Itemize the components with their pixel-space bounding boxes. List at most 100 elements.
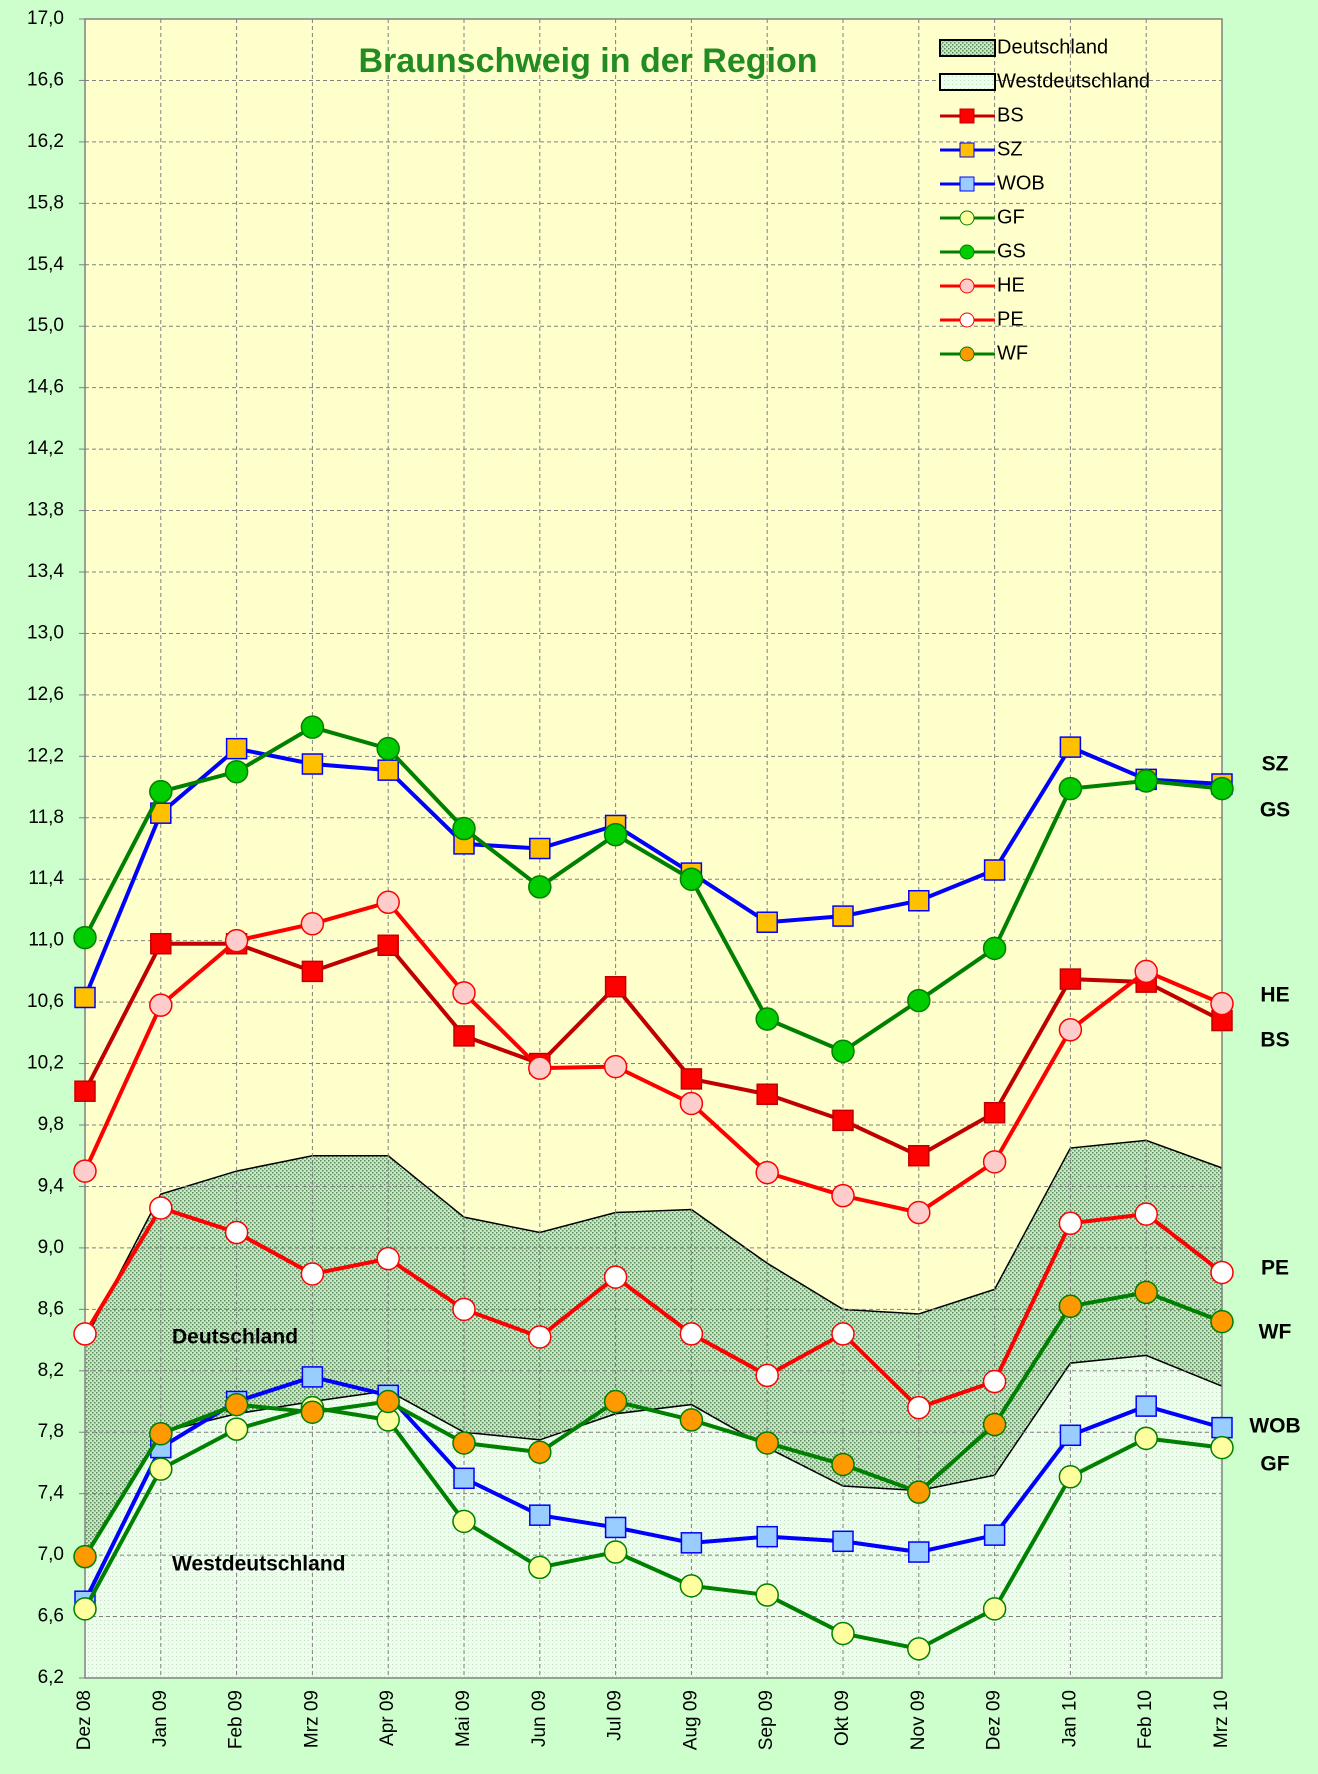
series-line	[83, 1374, 1223, 1603]
legend-swatch	[939, 73, 996, 91]
y-tick-label: 7,8	[38, 1421, 64, 1442]
marker	[376, 736, 400, 761]
marker	[1058, 1294, 1083, 1319]
marker	[528, 1440, 552, 1464]
marker	[983, 859, 1006, 881]
marker	[679, 1574, 704, 1598]
series-line	[83, 1290, 1223, 1558]
y-tick-label: 9,0	[38, 1237, 64, 1258]
marker	[832, 1109, 854, 1132]
marker	[679, 867, 704, 891]
x-tick-label: Dez 08	[74, 1690, 95, 1750]
marker	[1134, 1280, 1158, 1305]
series-line	[83, 941, 1223, 1158]
marker	[831, 1621, 855, 1646]
marker	[907, 1200, 931, 1225]
marker	[376, 890, 400, 915]
marker	[149, 993, 173, 1017]
marker	[73, 1159, 97, 1183]
marker	[528, 875, 552, 899]
x-tick-label: Okt 09	[832, 1690, 853, 1746]
marker	[224, 1417, 249, 1441]
marker	[982, 1412, 1007, 1437]
marker	[832, 1530, 854, 1553]
marker	[907, 1395, 931, 1420]
x-tick-label: Jun 09	[529, 1690, 550, 1747]
marker	[452, 1297, 476, 1322]
marker	[832, 905, 854, 927]
y-tick-label: 6,6	[38, 1606, 64, 1627]
series-line	[83, 1405, 1223, 1651]
marker	[603, 1389, 628, 1414]
marker	[680, 1532, 703, 1554]
y-tick-label: 10,6	[27, 991, 64, 1012]
marker	[604, 976, 627, 998]
marker	[224, 928, 249, 953]
marker	[452, 816, 476, 841]
y-tick-label: 13,0	[27, 622, 64, 643]
marker	[149, 779, 173, 804]
marker	[679, 1091, 704, 1116]
marker	[529, 1504, 551, 1526]
marker	[301, 1366, 324, 1388]
marker	[982, 1150, 1007, 1174]
y-tick-label: 12,6	[27, 684, 64, 705]
legend-label: WOB	[997, 172, 1045, 194]
y-tick-label: 13,8	[27, 500, 64, 521]
marker	[1058, 1211, 1083, 1236]
marker	[831, 1322, 855, 1346]
marker	[149, 1457, 173, 1481]
legend-swatch	[939, 39, 996, 57]
annotation: GS	[1260, 799, 1290, 822]
marker	[1210, 1435, 1234, 1460]
y-tick-label: 8,2	[38, 1360, 64, 1381]
marker	[603, 1265, 628, 1289]
legend-label: SZ	[997, 138, 1023, 160]
marker	[983, 1101, 1006, 1124]
marker	[679, 1408, 704, 1432]
marker	[73, 1322, 97, 1346]
marker	[755, 1583, 779, 1607]
legend-label: GF	[997, 206, 1025, 228]
series-line	[83, 744, 1223, 999]
marker	[603, 1054, 628, 1079]
marker	[377, 759, 399, 781]
marker	[528, 1555, 552, 1580]
marker	[376, 1389, 400, 1414]
legend-marker	[959, 108, 975, 124]
legend-marker	[959, 278, 975, 294]
marker	[907, 1637, 931, 1661]
series-line	[83, 724, 1223, 1054]
marker	[982, 1597, 1007, 1621]
marker	[756, 911, 778, 933]
legend-label: Deutschland	[997, 36, 1108, 58]
annotation: Deutschland	[172, 1326, 298, 1349]
marker	[756, 1083, 778, 1106]
marker	[376, 1246, 400, 1271]
marker	[604, 1516, 627, 1539]
y-tick-label: 12,2	[27, 745, 64, 766]
x-tick-label: Jan 09	[150, 1690, 171, 1747]
marker	[755, 1431, 779, 1455]
marker	[224, 759, 249, 784]
marker	[908, 1144, 930, 1167]
marker	[1134, 959, 1158, 984]
marker	[1210, 776, 1234, 801]
y-tick-label: 11,4	[28, 868, 64, 889]
annotation: SZ	[1262, 753, 1289, 776]
marker	[301, 960, 324, 983]
y-tick-label: 17,0	[27, 8, 64, 29]
marker	[528, 1056, 552, 1080]
marker	[756, 1525, 778, 1548]
marker	[225, 737, 248, 760]
y-tick-label: 8,6	[38, 1298, 64, 1319]
x-tick-label: Jul 09	[605, 1690, 626, 1741]
marker	[1135, 1395, 1157, 1417]
y-tick-label: 11,0	[28, 930, 64, 951]
marker	[907, 1480, 931, 1504]
chart-title: Braunschweig in der Region	[358, 42, 817, 80]
legend-marker	[959, 210, 975, 226]
marker	[528, 1325, 552, 1349]
y-tick-label: 6,2	[38, 1667, 64, 1688]
x-tick-label: Feb 10	[1135, 1690, 1156, 1749]
